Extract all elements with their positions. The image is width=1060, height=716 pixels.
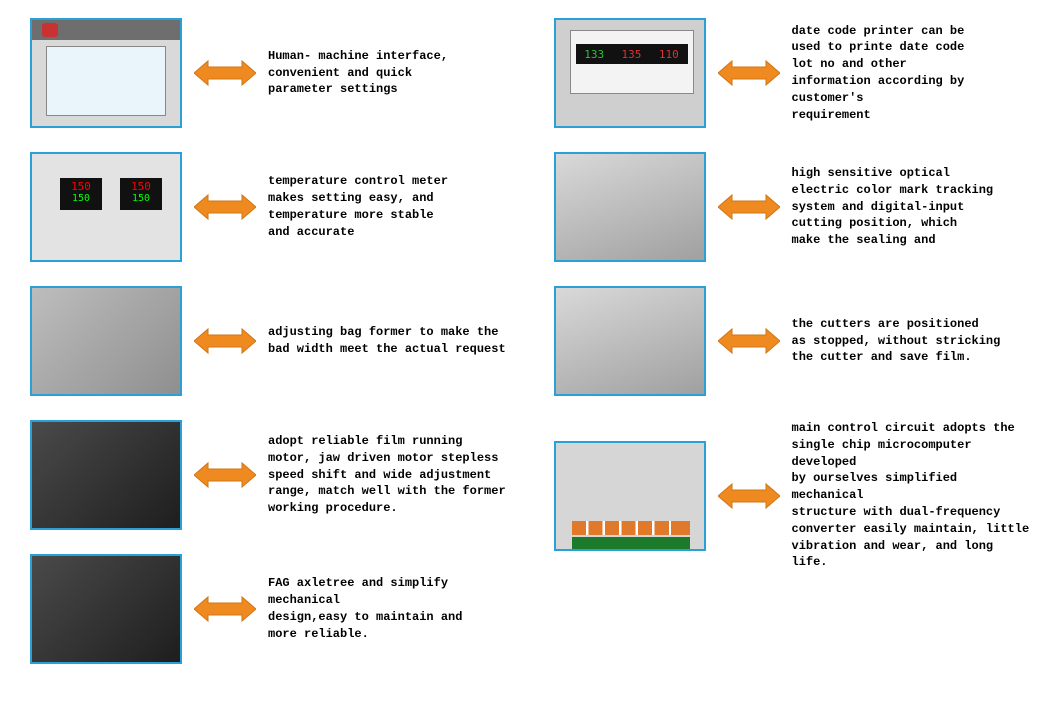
feature-item-right-1: high sensitive optical electric color ma…: [554, 152, 1031, 262]
left-column: Human- machine interface, convenient and…: [30, 18, 514, 664]
feature-text: high sensitive optical electric color ma…: [792, 165, 994, 249]
feature-item-left-2: adjusting bag former to make the bad wid…: [30, 286, 514, 396]
feature-thumb: [554, 286, 706, 396]
feature-text: temperature control meter makes setting …: [268, 173, 448, 240]
feature-item-left-4: FAG axletree and simplify mechanical des…: [30, 554, 514, 664]
arrow-icon: [194, 192, 256, 222]
arrow-icon: [718, 481, 780, 511]
feature-grid: Human- machine interface, convenient and…: [30, 18, 1030, 664]
feature-thumb: 133135110: [554, 18, 706, 128]
feature-text: adopt reliable film running motor, jaw d…: [268, 433, 506, 517]
feature-thumb: [30, 554, 182, 664]
arrow-icon: [194, 326, 256, 356]
arrow-icon: [718, 326, 780, 356]
feature-text: FAG axletree and simplify mechanical des…: [268, 575, 514, 642]
feature-thumb: [554, 441, 706, 551]
feature-text: the cutters are positioned as stopped, w…: [792, 316, 1001, 366]
feature-text: Human- machine interface, convenient and…: [268, 48, 448, 98]
arrow-icon: [718, 192, 780, 222]
feature-item-right-0: 133135110 date code printer can be used …: [554, 18, 1031, 128]
feature-item-right-2: the cutters are positioned as stopped, w…: [554, 286, 1031, 396]
feature-text: date code printer can be used to printe …: [792, 23, 1031, 124]
feature-thumb: [30, 420, 182, 530]
arrow-icon: [194, 594, 256, 624]
feature-thumb: 150150 150150: [30, 152, 182, 262]
feature-text: main control circuit adopts the single c…: [792, 420, 1031, 571]
feature-item-left-3: adopt reliable film running motor, jaw d…: [30, 420, 514, 530]
feature-item-left-1: 150150 150150 temperature control meter …: [30, 152, 514, 262]
feature-item-right-3: main control circuit adopts the single c…: [554, 420, 1031, 571]
feature-thumb: [30, 286, 182, 396]
arrow-icon: [718, 58, 780, 88]
arrow-icon: [194, 460, 256, 490]
feature-text: adjusting bag former to make the bad wid…: [268, 324, 506, 358]
feature-thumb: [30, 18, 182, 128]
right-column: 133135110 date code printer can be used …: [554, 18, 1031, 664]
arrow-icon: [194, 58, 256, 88]
feature-item-left-0: Human- machine interface, convenient and…: [30, 18, 514, 128]
feature-thumb: [554, 152, 706, 262]
